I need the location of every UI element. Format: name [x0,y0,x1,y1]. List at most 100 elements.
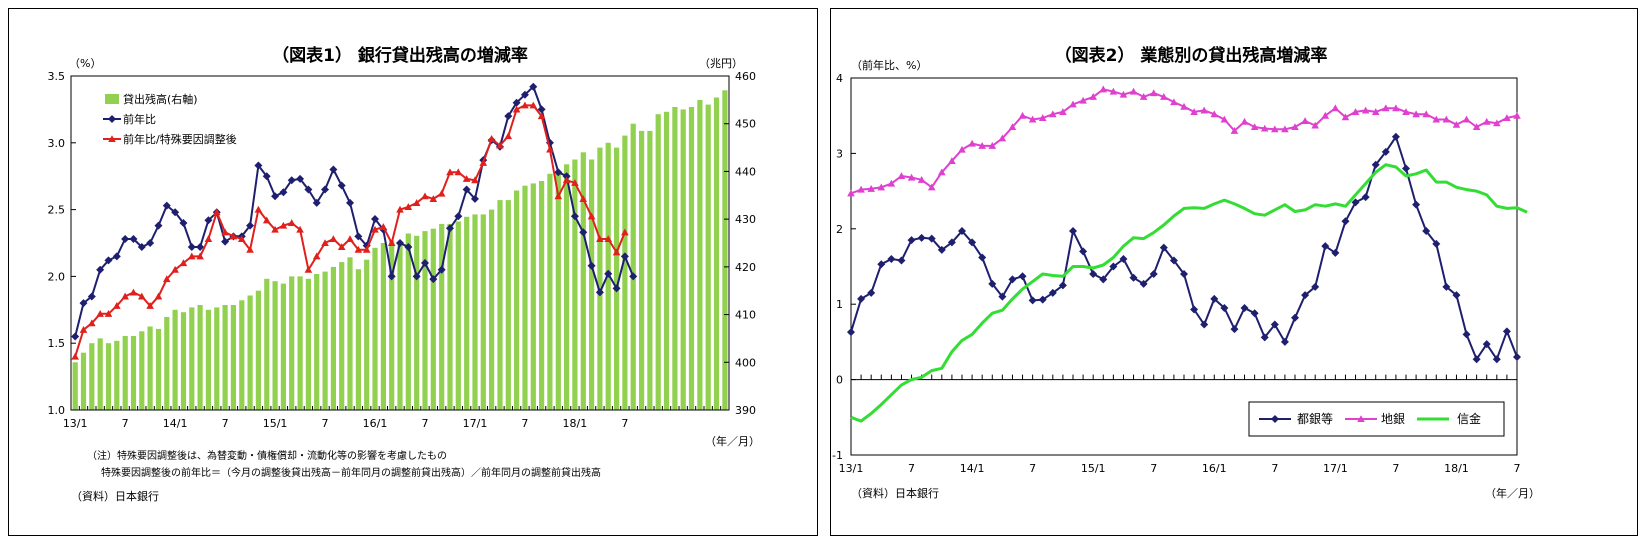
chart-1-point [520,90,529,99]
chart-1-bar [180,312,187,410]
chart-1-x-tick-label: 15/1 [263,417,288,430]
chart-1-bar [589,159,595,410]
chart-1-bar [164,317,170,410]
chart-2-point [958,145,966,153]
chart-2-point [1270,320,1279,329]
chart-2-svg: （図表2） 業態別の貸出残高増減率 （前年比、%） -1 0 1 2 3 4 13/1 7 14/1… [832,45,1540,500]
chart-2-point [1412,110,1420,118]
chart-2-point [1422,227,1431,236]
chart-2-point [847,328,855,337]
chart-2-point [1079,96,1087,104]
chart-1-point [112,252,121,261]
chart-1-bar [364,259,370,410]
chart-1-bar [72,362,78,410]
chart-1-point [254,205,263,213]
chart-2-point [917,175,926,183]
chart-2-point [1230,325,1239,334]
chart-1-point [171,208,180,217]
chart-1-point [179,259,188,267]
chart-2-point [1099,275,1108,284]
chart-2-point [1109,262,1118,271]
chart-1-point [104,310,113,317]
chart-1-bar [322,271,328,410]
chart-2-point [867,288,876,297]
chart-1-point [162,201,171,210]
chart-1-bar [597,147,603,410]
chart-1-bar [480,214,486,410]
chart-2-point [1018,111,1027,119]
chart-1-point [512,105,521,113]
chart-1-bar [272,281,278,410]
chart-2-point [1059,108,1067,115]
chart-1-bar [230,305,236,410]
chart-2-point [1361,193,1370,202]
chart-2-point [1493,119,1501,127]
chart-2-point [897,256,906,265]
chart-1-bar [414,235,420,410]
chart-1-bar [297,276,303,410]
chart-2-point [1311,282,1320,291]
chart-1-point [237,235,246,243]
chart-2-point [938,168,946,176]
chart-2-point [1190,108,1198,115]
chart-1-point [337,243,346,251]
chart-1-bar [89,343,95,410]
chart-1-bar [330,266,336,410]
chart-2-legend-label: 信金 [1457,411,1481,426]
chart-1-point [204,216,213,225]
chart-1-point [221,228,229,236]
chart-2-x-tick-label: 17/1 [1323,462,1348,475]
chart-2-point [1038,295,1047,304]
chart-1-point [262,216,271,224]
chart-1-point [79,299,88,308]
chart-1-x-tick-label: 7 [322,417,329,430]
chart-2-point [1069,227,1077,236]
chart-1-point [579,228,588,237]
chart-1-point [387,272,396,281]
chart-2-x-tick-label: 15/1 [1081,462,1106,475]
chart-2-point [1129,87,1138,95]
chart-1-bar [372,247,378,410]
chart-1-bar [522,185,528,410]
chart-1-point [412,272,421,281]
chart-2-point [1170,98,1178,106]
chart-1-point [246,221,255,230]
chart-1-note: （注）特殊要因調整後は、為替変動・債権償却・流動化等の影響を考慮したもの [87,449,447,462]
chart-2-point [867,185,875,192]
chart-1-point [454,168,463,176]
chart-2-point [968,238,977,247]
chart-1-point [412,199,421,206]
chart-2-point [1311,121,1319,129]
chart-1-point [262,172,271,181]
chart-2-y-unit: （前年比、%） [851,58,927,72]
chart-1-left-tick-label: 2.0 [48,270,66,283]
chart-1-point [454,212,463,221]
chart-2-point [1139,93,1148,100]
chart-1-point [287,176,296,185]
chart-1-point [304,265,313,273]
chart-2-legend-marker [1271,415,1279,423]
chart-2-point [948,157,956,164]
chart-1-point [196,243,205,252]
chart-2-point [927,183,936,191]
chart-1-bar [622,135,628,410]
chart-1-point [445,224,454,233]
chart-2-y-tick-label: -1 [832,449,843,462]
chart-2-point [1482,340,1491,349]
chart-2-x-tick-label: 7 [1271,462,1278,475]
chart-1-bar [289,276,295,410]
chart-2-point [1281,125,1289,133]
chart-1-left-tick-label: 3.0 [48,137,66,150]
chart-2-point [1412,200,1421,209]
chart-1-point [146,239,155,247]
chart-2-point [1371,108,1380,115]
chart-1-point [612,284,621,293]
chart-1-point [529,101,538,109]
chart-2-point [907,236,916,245]
chart-1-bar [147,326,153,410]
chart-1-bar [489,209,495,410]
chart-1-point [612,248,621,256]
chart-2-point [907,173,916,181]
chart-2-point [988,142,997,149]
chart-1-point [570,212,579,221]
